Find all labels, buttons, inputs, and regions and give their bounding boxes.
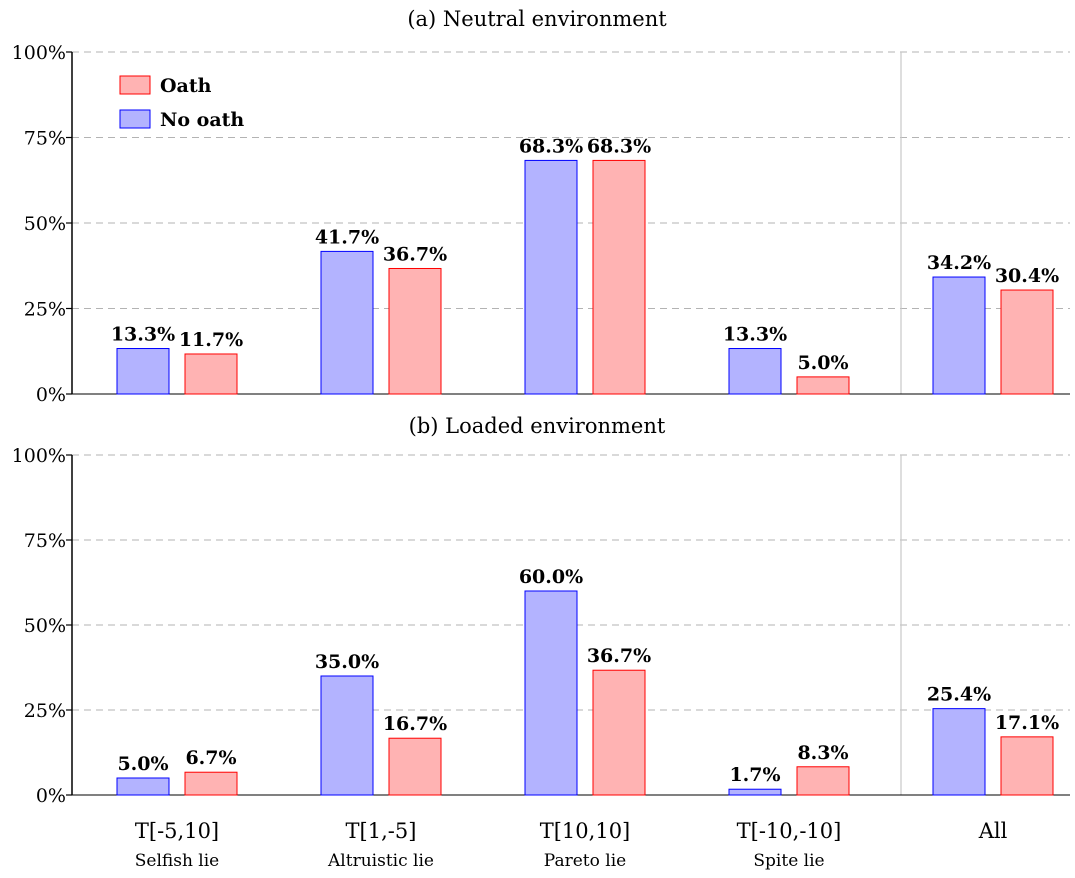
bar-no-oath (320, 675, 374, 796)
bar-no-oath (116, 348, 170, 395)
y-tick-label: 25% (24, 700, 66, 722)
category-label: All (978, 819, 1008, 843)
panel-title: (b) Loaded environment (409, 414, 666, 438)
bar-value-label: 60.0% (519, 566, 583, 588)
bar-value-label: 1.7% (729, 764, 780, 786)
category-label: T[1,-5] (346, 819, 417, 843)
y-tick-label: 50% (24, 615, 66, 637)
bar-value-label: 5.0% (117, 753, 168, 775)
bar-oath (592, 159, 646, 395)
bar-no-oath (728, 788, 782, 796)
bar-oath (388, 267, 442, 395)
legend-swatch-oath (119, 75, 151, 95)
bar-oath (388, 737, 442, 796)
y-tick-label: 50% (24, 213, 66, 235)
category-label: T[-10,-10] (737, 819, 842, 843)
category-description: Pareto lie (544, 851, 626, 871)
y-tick-label: 25% (24, 299, 66, 321)
bar-oath (592, 669, 646, 796)
bar-value-label: 36.7% (587, 645, 651, 667)
y-tick-label: 0% (36, 785, 66, 807)
bar-value-label: 13.3% (111, 324, 175, 346)
category-label: T[10,10] (540, 819, 631, 843)
bar-oath (1000, 289, 1054, 395)
bar-value-label: 16.7% (383, 713, 447, 735)
legend-swatch-no-oath (119, 109, 151, 129)
bar-no-oath (116, 777, 170, 796)
bar-value-label: 6.7% (185, 747, 236, 769)
bar-no-oath (728, 348, 782, 395)
bar-no-oath (932, 708, 986, 796)
category-description: Spite lie (753, 851, 824, 871)
bar-value-label: 11.7% (179, 329, 243, 351)
bar-oath (796, 376, 850, 395)
category-label: T[-5,10] (135, 819, 219, 843)
bar-no-oath (524, 590, 578, 796)
bar-value-label: 34.2% (927, 252, 991, 274)
legend-label: No oath (160, 109, 244, 131)
y-tick-label: 75% (24, 530, 66, 552)
bar-value-label: 8.3% (797, 742, 848, 764)
y-tick-label: 75% (24, 128, 66, 150)
bar-value-label: 36.7% (383, 243, 447, 265)
bar-value-label: 25.4% (927, 684, 991, 706)
bar-value-label: 5.0% (797, 352, 848, 374)
bar-value-label: 68.3% (519, 135, 583, 157)
bar-oath (796, 766, 850, 796)
bar-oath (184, 771, 238, 796)
bar-value-label: 30.4% (995, 265, 1059, 287)
bar-value-label: 13.3% (723, 324, 787, 346)
y-tick-label: 0% (36, 384, 66, 406)
bar-oath (184, 353, 238, 395)
legend-label: Oath (160, 75, 212, 97)
bar-oath (1000, 736, 1054, 796)
bar-value-label: 17.1% (995, 712, 1059, 734)
bar-no-oath (932, 276, 986, 395)
y-tick-label: 100% (12, 42, 66, 64)
category-description: Altruistic lie (327, 851, 434, 871)
bar-value-label: 68.3% (587, 135, 651, 157)
panel-title: (a) Neutral environment (407, 7, 667, 31)
bar-value-label: 35.0% (315, 651, 379, 673)
y-tick-label: 100% (12, 445, 66, 467)
bar-value-label: 41.7% (315, 226, 379, 248)
bar-no-oath (320, 250, 374, 395)
bar-no-oath (524, 159, 578, 395)
category-description: Selfish lie (135, 851, 220, 871)
